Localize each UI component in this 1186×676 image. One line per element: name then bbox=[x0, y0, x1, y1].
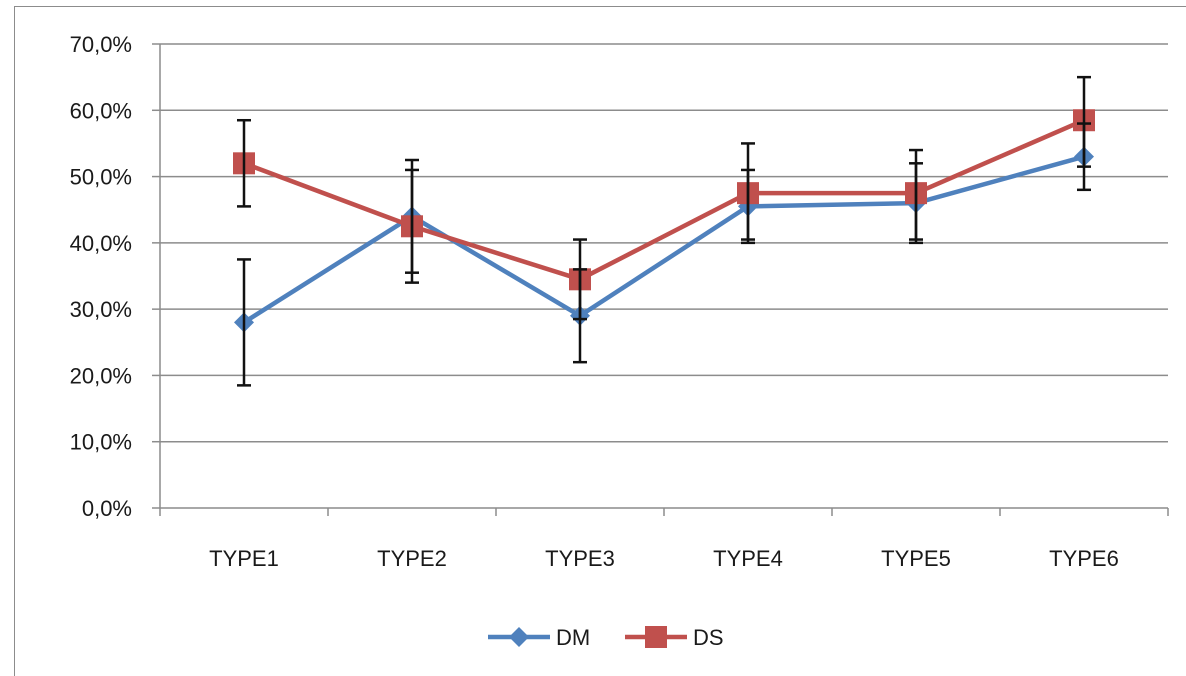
y-tick-label: 70,0% bbox=[70, 32, 132, 57]
series-line-ds bbox=[243, 118, 1085, 282]
x-tick-label: TYPE4 bbox=[713, 546, 783, 571]
y-tick-label: 40,0% bbox=[70, 231, 132, 256]
legend-label-ds: DS bbox=[693, 625, 724, 650]
y-tick-label: 10,0% bbox=[70, 430, 132, 455]
y-tick-label: 60,0% bbox=[70, 98, 132, 123]
y-axis-ticks: 0,0% 10,0% 20,0% 30,0% 40,0% 50,0% 60,0% 70,0% bbox=[70, 32, 132, 521]
legend-marker-dm bbox=[509, 627, 529, 647]
series-group bbox=[233, 75, 1095, 387]
x-tick-label: TYPE3 bbox=[545, 546, 615, 571]
legend-label-dm: DM bbox=[556, 625, 590, 650]
y-tick-label: 50,0% bbox=[70, 165, 132, 190]
x-tick-label: TYPE2 bbox=[377, 546, 447, 571]
legend: DM DS bbox=[488, 625, 724, 650]
y-tick-label: 20,0% bbox=[70, 363, 132, 388]
y-tick-label: 30,0% bbox=[70, 297, 132, 322]
x-tick-label: TYPE5 bbox=[881, 546, 951, 571]
x-tick-label: TYPE6 bbox=[1049, 546, 1119, 571]
gridlines bbox=[152, 43, 1168, 509]
x-axis: TYPE1 TYPE2 TYPE3 TYPE4 TYPE5 TYPE6 bbox=[159, 44, 1169, 571]
series-line-dm bbox=[242, 154, 1085, 325]
legend-marker-ds bbox=[645, 626, 667, 648]
y-tick-label: 0,0% bbox=[82, 496, 132, 521]
chart-frame bbox=[14, 6, 1186, 676]
x-tick-label: TYPE1 bbox=[209, 546, 279, 571]
